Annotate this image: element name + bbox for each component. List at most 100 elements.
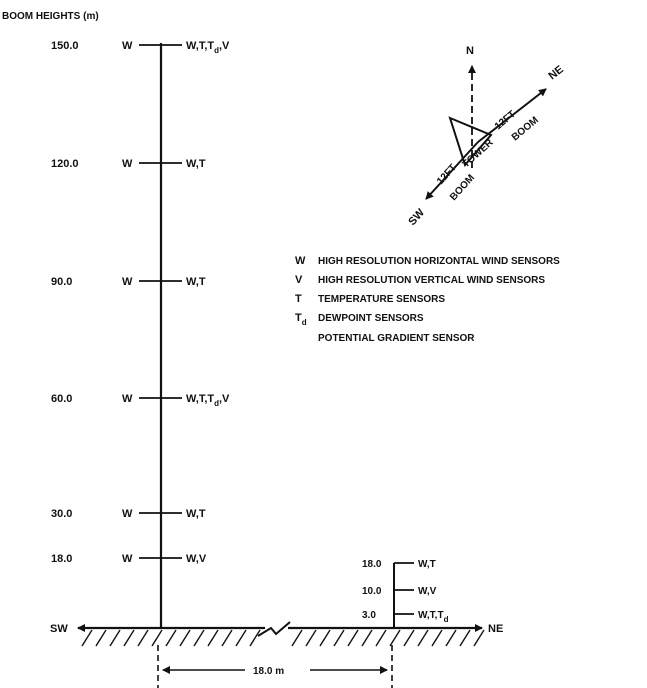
hatch-mark xyxy=(179,629,191,647)
hatch-mark xyxy=(151,629,163,647)
right-boom-sensors-subscript: d xyxy=(214,46,219,55)
north-label: N xyxy=(466,45,474,57)
small-mast-level: 18.0 W,T xyxy=(362,559,436,570)
ne-boom-arrow xyxy=(477,88,547,143)
right-boom-sensors: W,T xyxy=(186,508,206,520)
legend-description: POTENTIAL GRADIENT SENSOR xyxy=(318,333,475,344)
small-mast-sensors: W,T xyxy=(418,559,436,570)
sensor-legend: W HIGH RESOLUTION HORIZONTAL WIND SENSORS… xyxy=(295,255,560,344)
hatch-mark xyxy=(221,629,233,647)
sw-boom-label: BOOM xyxy=(448,173,477,203)
boom-height-value: 150.0 xyxy=(51,40,79,52)
legend-key-subscript: d xyxy=(302,318,307,327)
hatch-mark xyxy=(165,629,177,647)
small-mast-level: 10.0 W,V xyxy=(362,586,437,597)
right-boom-sensors-subscript: d xyxy=(214,399,219,408)
ne-boom-length: 12FT xyxy=(493,109,518,132)
right-boom-sensors-main: W,T xyxy=(186,276,206,288)
hatch-mark xyxy=(81,629,93,647)
hatch-mark xyxy=(291,629,303,647)
hatch-mark xyxy=(109,629,121,647)
hatch-mark xyxy=(389,629,401,647)
ground-ne-label: NE xyxy=(488,623,503,635)
small-mast-height: 18.0 xyxy=(362,559,382,570)
left-boom-sensor: W xyxy=(122,276,133,288)
small-mast-height: 3.0 xyxy=(362,610,376,621)
northeast-label: NE xyxy=(546,63,565,82)
small-mast-sensors: W,T,Td xyxy=(418,610,449,624)
sw-boom-arrow xyxy=(425,141,479,200)
ground-sw-label: SW xyxy=(50,623,68,635)
right-boom-sensors-tail: ,V xyxy=(219,40,230,52)
tower-level: 18.0 W W,V xyxy=(51,553,207,565)
separation-label: 18.0 m xyxy=(253,666,284,677)
small-mast-sensors-main: W,V xyxy=(418,586,437,597)
hatch-mark xyxy=(319,629,331,647)
hatch-mark xyxy=(137,629,149,647)
boom-height-value: 90.0 xyxy=(51,276,72,288)
legend-entry: T TEMPERATURE SENSORS xyxy=(295,293,445,305)
right-boom-sensors-tail: ,V xyxy=(219,393,230,405)
legend-description: DEWPOINT SENSORS xyxy=(318,313,424,324)
hatch-mark xyxy=(473,629,485,647)
left-boom-sensor: W xyxy=(122,158,133,170)
right-boom-sensors-main: W,V xyxy=(186,553,207,565)
small-mast-levels: 18.0 W,T 10.0 W,V 3.0 W,T,Td xyxy=(362,559,449,624)
right-boom-sensors: W,V xyxy=(186,553,207,565)
hatch-mark xyxy=(431,629,443,647)
hatch-mark xyxy=(305,629,317,647)
boom-height-value: 30.0 xyxy=(51,508,72,520)
hatch-mark xyxy=(95,629,107,647)
legend-entry: Td DEWPOINT SENSORS xyxy=(295,312,424,327)
hatch-mark xyxy=(459,629,471,647)
right-boom-sensors: W,T xyxy=(186,158,206,170)
hatch-mark xyxy=(347,629,359,647)
ground-hatching xyxy=(81,629,485,647)
tower-level: 120.0 W W,T xyxy=(51,158,206,170)
legend-key: W xyxy=(295,255,306,267)
boom-orientation-sketch: N NE SW 12FT BOOM 12FT BOOM TOWER xyxy=(406,45,566,228)
legend-key: Td xyxy=(295,312,307,327)
hatch-mark xyxy=(417,629,429,647)
tower-level: 90.0 W W,T xyxy=(51,276,206,288)
small-mast-sensors-main: W,T,T xyxy=(418,610,444,621)
left-boom-sensor: W xyxy=(122,553,133,565)
hatch-mark xyxy=(207,629,219,647)
hatch-mark xyxy=(249,629,261,647)
legend-entry: POTENTIAL GRADIENT SENSOR xyxy=(318,333,475,344)
right-boom-sensors-main: W,T,T xyxy=(186,40,214,52)
tower-level: 60.0 W W,T,Td,V xyxy=(51,393,230,408)
small-mast-sensors-subscript: d xyxy=(444,615,449,624)
legend-key: T xyxy=(295,293,302,305)
right-boom-sensors-main: W,T xyxy=(186,508,206,520)
hatch-mark xyxy=(235,629,247,647)
tower-level: 30.0 W W,T xyxy=(51,508,206,520)
right-boom-sensors: W,T,Td,V xyxy=(186,40,230,55)
legend-key-main: T xyxy=(295,293,302,305)
legend-key: V xyxy=(295,274,303,286)
legend-entry: W HIGH RESOLUTION HORIZONTAL WIND SENSORS xyxy=(295,255,560,267)
left-boom-sensor: W xyxy=(122,40,133,52)
legend-key-main: W xyxy=(295,255,306,267)
left-boom-sensor: W xyxy=(122,508,133,520)
legend-description: TEMPERATURE SENSORS xyxy=(318,294,445,305)
legend-description: HIGH RESOLUTION VERTICAL WIND SENSORS xyxy=(318,275,545,286)
boom-heights-header: BOOM HEIGHTS (m) xyxy=(2,11,99,22)
hatch-mark xyxy=(403,629,415,647)
right-boom-sensors: W,T,Td,V xyxy=(186,393,230,408)
ground: SW NE xyxy=(50,621,503,647)
hatch-mark xyxy=(193,629,205,647)
boom-height-value: 60.0 xyxy=(51,393,72,405)
legend-description: HIGH RESOLUTION HORIZONTAL WIND SENSORS xyxy=(318,256,560,267)
left-boom-sensor: W xyxy=(122,393,133,405)
separation-dimension: 18.0 m xyxy=(157,645,393,688)
tower-triangle-icon xyxy=(448,116,493,168)
hatch-mark xyxy=(361,629,373,647)
hatch-mark xyxy=(123,629,135,647)
southwest-label: SW xyxy=(406,206,427,228)
boom-height-value: 120.0 xyxy=(51,158,79,170)
ground-break-symbol xyxy=(257,621,291,637)
right-boom-sensors-main: W,T,T xyxy=(186,393,214,405)
small-mast-sensors-main: W,T xyxy=(418,559,436,570)
